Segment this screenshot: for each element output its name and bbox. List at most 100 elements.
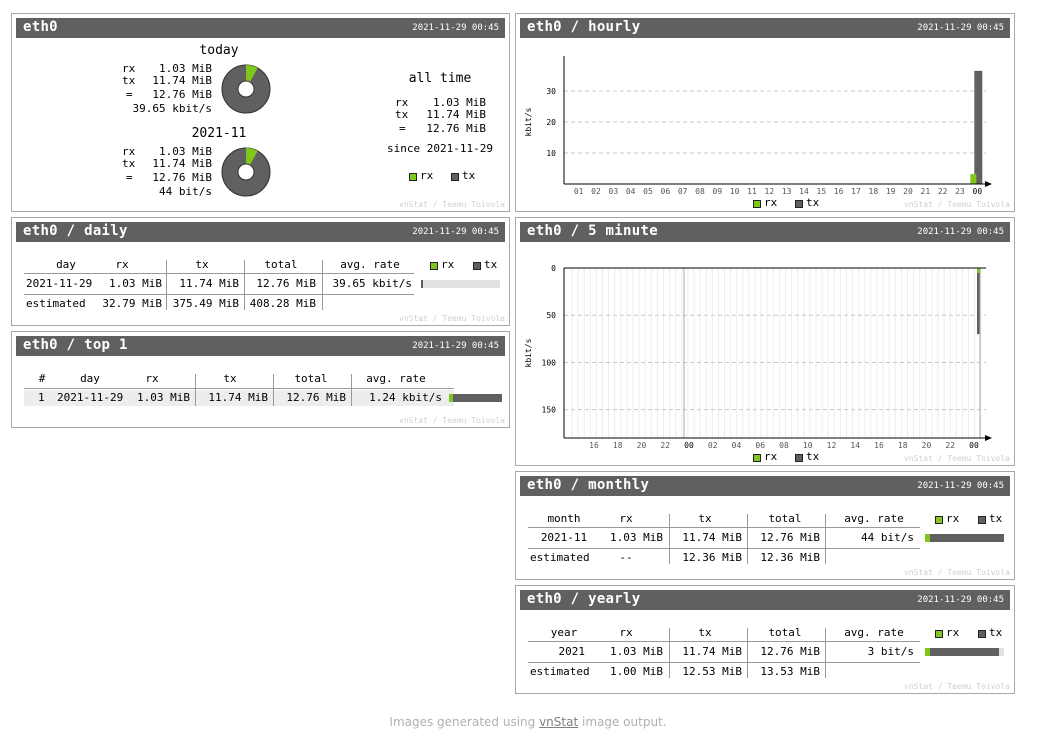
daily-usage-bar	[421, 280, 500, 288]
x-tick-label: 20	[922, 441, 932, 450]
panel-title: eth0 / 5 minute	[527, 223, 658, 239]
month-label: 2021-11	[191, 126, 247, 141]
daily-header: eth0 / daily 2021-11-29 00:45	[16, 222, 505, 242]
x-tick-label: 09	[713, 187, 723, 196]
estimated-label: estimated	[530, 551, 590, 564]
panel-timestamp: 2021-11-29 00:45	[412, 341, 499, 351]
row-divider	[528, 548, 920, 549]
x-tick-label: 13	[782, 187, 792, 196]
legend-tx-swatch	[473, 262, 481, 270]
month-tx-label: tx	[122, 157, 136, 170]
table-cell-day: 2021-11-29	[57, 391, 124, 404]
alltime-tx-label: tx	[395, 108, 409, 121]
col-header-tx: tx	[698, 512, 712, 525]
col-divider	[322, 260, 323, 310]
vnstat-credit: vnStat / Teemu Toivola	[904, 568, 1010, 577]
legend-rx-swatch	[935, 630, 943, 638]
header-divider	[24, 388, 454, 389]
panel-timestamp: 2021-11-29 00:45	[412, 227, 499, 237]
legend-tx-swatch	[795, 454, 803, 462]
x-tick-label: 15	[817, 187, 827, 196]
vnstat-credit: vnStat / Teemu Toivola	[904, 200, 1010, 209]
alltime-tx-value: 11.74 MiB	[426, 108, 486, 121]
footer-suffix: image output.	[578, 715, 667, 729]
monthly-usage-bar	[925, 534, 1004, 542]
today-tx-value: 11.74 MiB	[152, 74, 212, 87]
col-header-rate: avg. rate	[844, 512, 904, 525]
col-header-rate: avg. rate	[340, 258, 400, 271]
legend-tx-swatch	[978, 630, 986, 638]
col-divider	[747, 628, 748, 678]
yearly-usage-bar	[925, 648, 1004, 656]
x-tick-label: 03	[609, 187, 619, 196]
legend-tx-label: tx	[989, 512, 1003, 525]
vnstat-link[interactable]: vnStat	[539, 715, 579, 729]
col-header-month: month	[547, 512, 581, 525]
yearly-usage-bar-fill	[925, 648, 1000, 656]
legend-rx-label: rx	[420, 169, 434, 182]
today-total-value: 12.76 MiB	[152, 88, 212, 101]
panel-title: eth0	[23, 19, 58, 35]
col-header-tx: tx	[223, 372, 237, 385]
today-rx-value: 1.03 MiB	[159, 62, 212, 75]
col-header-rx: rx	[619, 512, 633, 525]
col-header-day: day	[80, 372, 100, 385]
x-axis-arrow	[985, 435, 992, 441]
daily-panel: eth0 / daily 2021-11-29 00:45 day rx tx …	[11, 217, 510, 326]
x-tick-label: 18	[613, 441, 623, 450]
vnstat-credit: vnStat / Teemu Toivola	[399, 200, 505, 209]
col-header-tx: tx	[195, 258, 209, 271]
x-tick-label: 14	[850, 441, 860, 450]
hourly-chart: 10 20 30 kbit/s 01 02 03 04 05 06 07 08 09 10 11 12 13 14…	[524, 56, 992, 196]
panel-timestamp: 2021-11-29 00:45	[917, 23, 1004, 33]
legend-rx-label: rx	[764, 196, 778, 209]
estimated-rx: --	[619, 551, 633, 564]
x-tick-label: 05	[643, 187, 653, 196]
monthly-panel: eth0 / monthly 2021-11-29 00:45 month rx…	[515, 471, 1015, 580]
legend-tx-swatch	[978, 516, 986, 524]
estimated-rx: 32.79 MiB	[102, 297, 162, 310]
vnstat-credit: vnStat / Teemu Toivola	[399, 416, 505, 425]
table-cell-rx: 1.03 MiB	[610, 645, 663, 658]
legend-tx-label: tx	[462, 169, 476, 182]
legend-rx-swatch	[753, 200, 761, 208]
hourly-header: eth0 / hourly 2021-11-29 00:45	[520, 18, 1010, 38]
col-divider	[669, 628, 670, 678]
x-tick-label: 14	[799, 187, 809, 196]
y-tick-label: 50	[546, 311, 556, 320]
estimated-label: estimated	[26, 297, 86, 310]
col-divider	[825, 514, 826, 564]
footer-prefix: Images generated using	[389, 715, 540, 729]
x-tick-label: 20	[903, 187, 913, 196]
col-divider	[195, 374, 196, 406]
col-header-total: total	[264, 258, 298, 271]
table-cell-tx: 11.74 MiB	[179, 277, 239, 290]
x-tick-label: 00	[969, 441, 979, 450]
month-tx-value: 11.74 MiB	[152, 157, 212, 170]
x-tick-label: 02	[591, 187, 601, 196]
x-tick-label: 04	[732, 441, 742, 450]
monthly-header: eth0 / monthly 2021-11-29 00:45	[520, 476, 1010, 496]
col-divider	[351, 374, 352, 406]
col-header-day: day	[56, 258, 76, 271]
top-header: eth0 / top 1 2021-11-29 00:45	[16, 336, 505, 356]
x-tick-label: 21	[921, 187, 931, 196]
x-tick-label: 08	[695, 187, 705, 196]
x-tick-label: 00	[684, 441, 694, 450]
table-cell-rx: 1.03 MiB	[137, 391, 190, 404]
x-tick-label: 10	[730, 187, 740, 196]
today-pie-chart	[221, 64, 271, 114]
x-axis-arrow	[985, 181, 992, 187]
legend-tx-label: tx	[484, 258, 498, 271]
estimated-tx: 12.36 MiB	[682, 551, 742, 564]
bar-rx-00	[977, 268, 980, 273]
x-tick-label: 23	[955, 187, 965, 196]
today-rx-label: rx	[122, 62, 136, 75]
col-header-total: total	[768, 626, 802, 639]
col-divider	[825, 628, 826, 678]
x-tick-label: 18	[869, 187, 879, 196]
estimated-tx: 375.49 MiB	[172, 297, 239, 310]
x-tick-label: 16	[589, 441, 599, 450]
table-cell-tx: 11.74 MiB	[208, 391, 268, 404]
table-cell-total: 12.76 MiB	[760, 645, 820, 658]
